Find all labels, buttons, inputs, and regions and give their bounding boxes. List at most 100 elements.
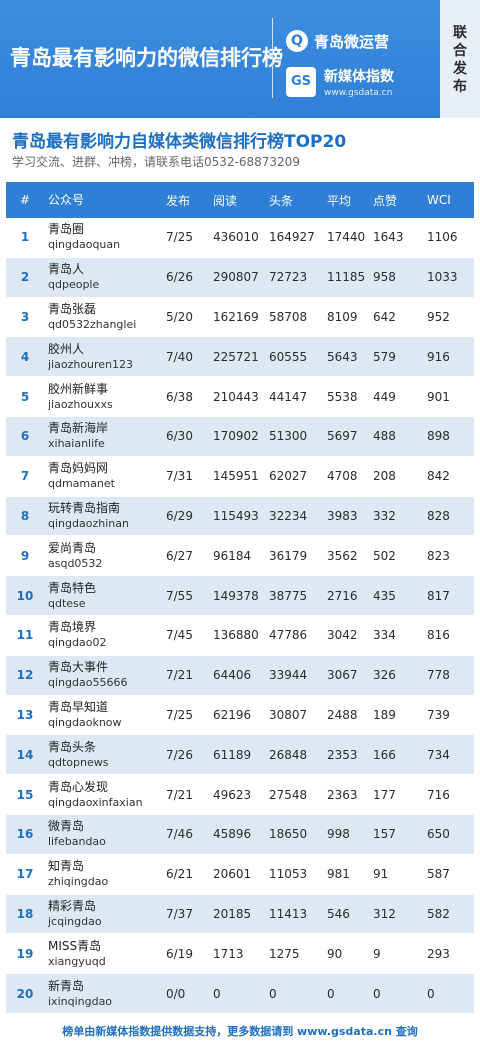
reads-cell: 145951 [213, 469, 259, 484]
account-name: 胶州人 [48, 341, 85, 356]
published-cell: 5/20 [166, 309, 193, 324]
table-row[interactable]: 8 玩转青岛指南 qingdaozhinan 6/29 115493 32234 3983 3… [6, 496, 474, 537]
wci-cell: 816 [427, 628, 450, 643]
likes-cell: 502 [373, 548, 396, 563]
table-row[interactable]: 9 爱尚青岛 asqd0532 6/27 96184 36179 3562 502 823 [6, 536, 474, 577]
headline-cell: 32234 [269, 508, 308, 523]
likes-cell: 0 [373, 986, 381, 1001]
published-cell: 6/21 [166, 867, 193, 882]
table-row[interactable]: 15 青岛心发现 qingdaoxinfaxian 7/21 49623 27548 236… [6, 775, 474, 815]
reads-cell: 210443 [213, 389, 259, 404]
account-name: 胶州新鲜事 [48, 381, 109, 396]
table-row[interactable]: 20 新青岛 ixinqingdao 0/0 0 0 0 0 0 [6, 974, 474, 1014]
headline-cell: 36179 [269, 548, 308, 563]
published-cell: 7/31 [166, 469, 193, 484]
account-id: qdmamanet [48, 477, 115, 491]
rank-number: 7 [20, 469, 30, 484]
wci-cell: 901 [427, 389, 450, 404]
account-name: 青岛圈 [48, 222, 85, 237]
table-row[interactable]: 5 胶州新鲜事 jiaozhouxxs 6/38 210443 44147 5538 449 9… [6, 377, 474, 417]
likes-cell: 958 [373, 270, 396, 285]
gsdata-url[interactable]: www.gsdata.cn [324, 88, 393, 98]
table-row[interactable]: 10 青岛特色 qdtese 7/55 149378 38775 2716 435 817 [6, 576, 474, 616]
account-name: 知青岛 [48, 859, 85, 874]
wci-cell: 587 [427, 867, 450, 882]
account-name: 青岛妈妈网 [48, 461, 109, 476]
banner-divider [272, 18, 273, 98]
average-cell: 3067 [327, 668, 358, 683]
gsdata-logo-icon: GS [286, 67, 316, 97]
published-cell: 7/25 [166, 707, 193, 722]
average-cell: 17440 [327, 230, 366, 245]
header-published: 发布 [166, 193, 191, 208]
likes-cell: 1643 [373, 230, 404, 245]
wci-cell: 828 [427, 508, 450, 523]
reads-cell: 149378 [213, 588, 259, 603]
table-row[interactable]: 19 MISS青岛 xiangyuqd 6/19 1713 1275 90 9 293 [6, 934, 474, 975]
reads-cell: 61189 [213, 747, 252, 762]
rank-number: 11 [16, 628, 34, 643]
rank-number: 17 [16, 867, 34, 882]
table-row[interactable]: 4 胶州人 jiaozhouren123 7/40 225721 60555 5643 579… [6, 337, 474, 378]
table-row[interactable]: 2 青岛人 qdpeople 6/26 290807 72723 11185 958 1033 [6, 257, 474, 298]
table-row[interactable]: 14 青岛头条 qdtopnews 7/26 61189 26848 2353 166 734 [6, 735, 474, 776]
headline-cell: 72723 [269, 270, 308, 285]
account-id: qd0532zhanglei [48, 317, 137, 331]
table-row[interactable]: 1 青岛圈 qingdaoquan 7/25 436010 164927 17440 1643… [6, 218, 474, 258]
account-id: jcqingdao [48, 914, 102, 928]
headline-cell: 26848 [269, 747, 308, 762]
account-name: 青岛心发现 [48, 779, 109, 794]
rank-number: 15 [16, 787, 34, 802]
reads-cell: 96184 [213, 548, 252, 563]
likes-cell: 579 [373, 349, 396, 364]
table-row[interactable]: 12 青岛大事件 qingdao55666 7/21 64406 33944 3067 326… [6, 655, 474, 696]
headline-cell: 1275 [269, 946, 300, 961]
account-name: 青岛张磊 [48, 301, 97, 316]
likes-cell: 91 [373, 867, 389, 882]
account-cell: 青岛圈 qingdaoquan [44, 222, 162, 252]
published-cell: 6/19 [166, 946, 193, 961]
published-cell: 0/0 [166, 986, 186, 1001]
published-cell: 6/29 [166, 508, 193, 523]
average-cell: 8109 [327, 309, 358, 324]
table-row[interactable]: 11 青岛境界 qingdao02 7/45 136880 47786 3042 334 816 [6, 615, 474, 656]
headline-cell: 38775 [269, 588, 308, 603]
account-name: 青岛头条 [48, 739, 97, 754]
table-row[interactable]: 18 精彩青岛 jcqingdao 7/37 20185 11413 546 312 582 [6, 894, 474, 935]
reads-cell: 436010 [213, 230, 259, 245]
table-row[interactable]: 16 微青岛 lifebandao 7/46 45896 18650 998 157 650 [6, 814, 474, 855]
rank-number: 14 [16, 747, 34, 762]
table-row[interactable]: 13 青岛早知道 qingdaoknow 7/25 62196 30807 2488 189 7… [6, 695, 474, 736]
likes-cell: 449 [373, 389, 396, 404]
table-row[interactable]: 7 青岛妈妈网 qdmamanet 7/31 145951 62027 4708 208 842 [6, 456, 474, 497]
account-cell: 青岛早知道 qingdaoknow [44, 700, 162, 730]
likes-cell: 312 [373, 906, 396, 921]
table-row[interactable]: 6 青岛新海岸 xihaianlife 6/30 170902 51300 5697 488 8… [6, 416, 474, 457]
account-id: xiangyuqd [48, 954, 106, 968]
reads-cell: 225721 [213, 349, 259, 364]
headline-cell: 27548 [269, 787, 308, 802]
account-id: ixinqingdao [48, 994, 113, 1008]
headline-cell: 33944 [269, 668, 308, 683]
rank-number: 9 [20, 548, 30, 563]
published-cell: 6/26 [166, 270, 193, 285]
footer-note: 榜单由新媒体指数提供数据支持，更多数据请到 www.gsdata.cn 查询 [62, 1025, 418, 1038]
headline-cell: 62027 [269, 469, 308, 484]
likes-cell: 189 [373, 707, 396, 722]
account-id: qingdaoxinfaxian [48, 795, 143, 809]
wci-cell: 1106 [427, 230, 458, 245]
average-cell: 5538 [327, 389, 358, 404]
table-row[interactable]: 17 知青岛 zhiqingdao 6/21 20601 11053 981 91 587 [6, 854, 474, 895]
published-cell: 7/45 [166, 628, 193, 643]
account-id: jiaozhouxxs [48, 397, 113, 411]
header-rank: # [19, 193, 31, 207]
published-cell: 7/26 [166, 747, 193, 762]
average-cell: 3562 [327, 548, 358, 563]
wci-cell: 916 [427, 349, 450, 364]
table-row[interactable]: 3 青岛张磊 qd0532zhanglei 5/20 162169 58708 8109 64… [6, 297, 474, 338]
average-cell: 5697 [327, 429, 358, 444]
account-id: lifebandao [48, 835, 106, 849]
likes-cell: 642 [373, 309, 396, 324]
headline-cell: 51300 [269, 429, 308, 444]
wci-cell: 734 [427, 747, 450, 762]
